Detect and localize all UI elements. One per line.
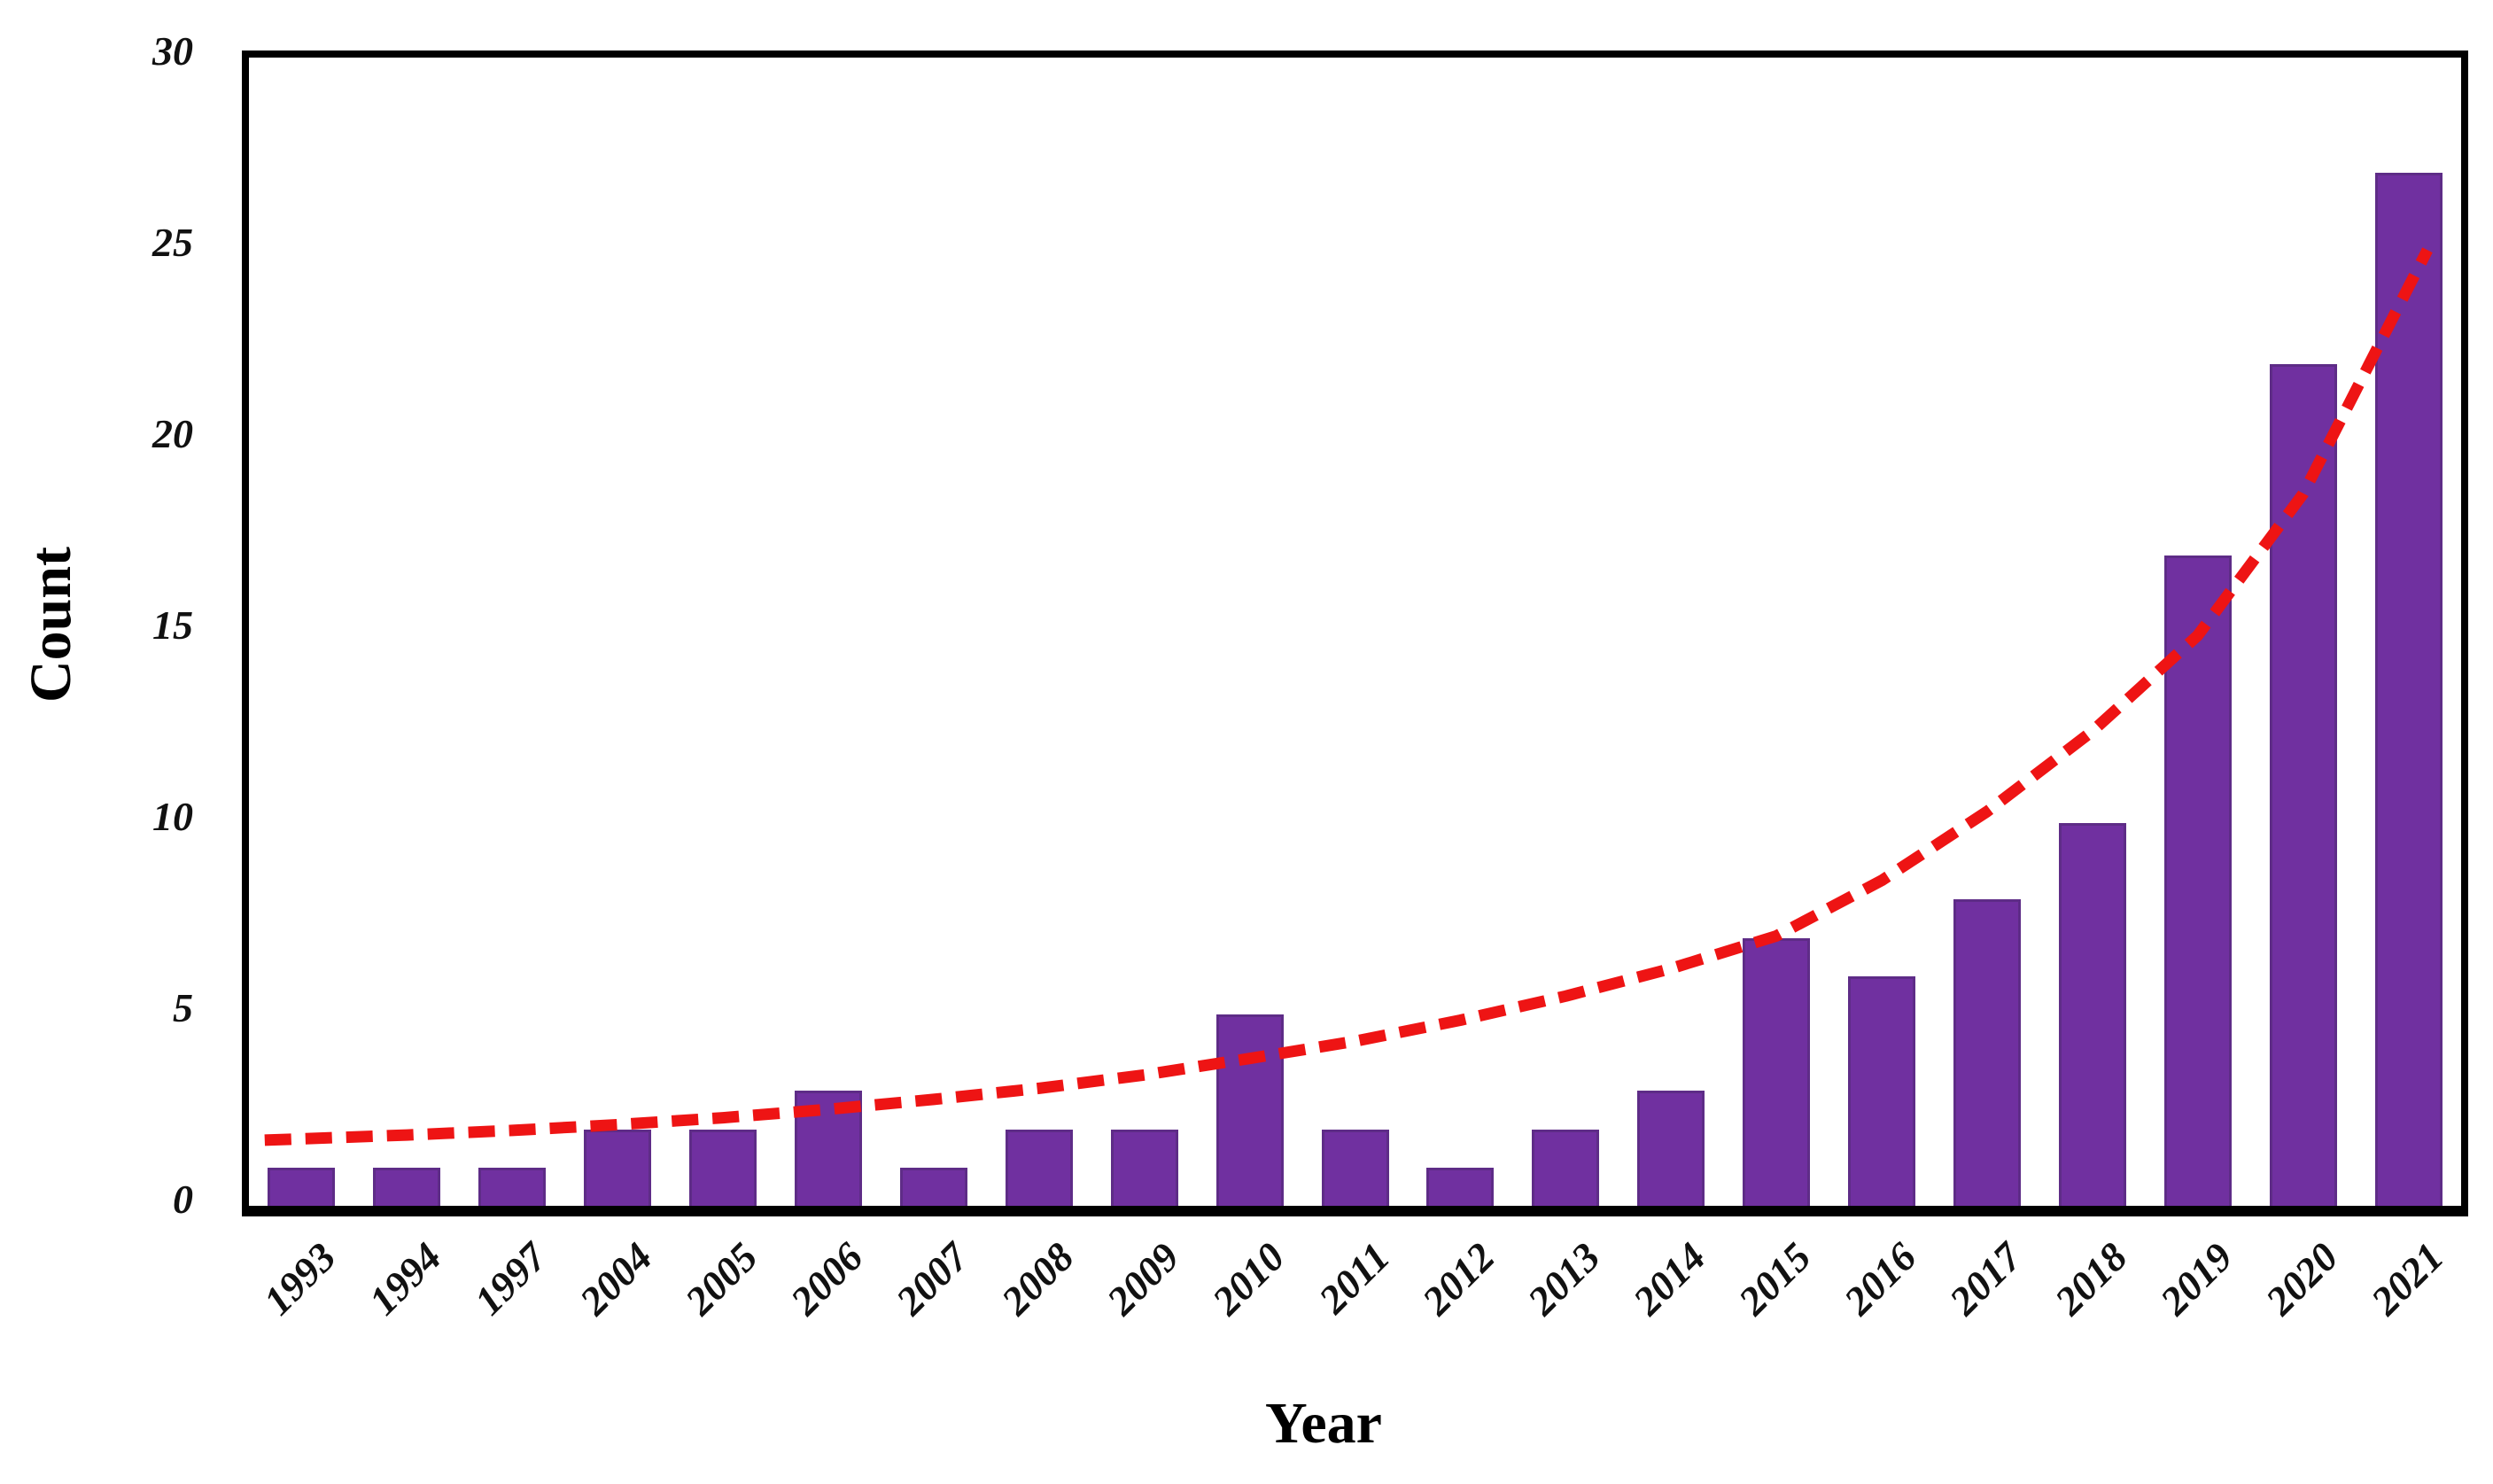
- bar-2006: [794, 1091, 862, 1206]
- x-tick-label-1993: 1993: [255, 1233, 346, 1324]
- x-tick-label-2012: 2012: [1414, 1233, 1504, 1324]
- x-tick-label-2018: 2018: [2046, 1233, 2136, 1324]
- bar-2021: [2374, 172, 2443, 1206]
- bar-2019: [2163, 555, 2232, 1206]
- x-tick-label-1994: 1994: [360, 1233, 451, 1324]
- x-tick-label-2009: 2009: [1098, 1233, 1188, 1324]
- bar-1993: [268, 1167, 336, 1206]
- x-tick-label-2004: 2004: [571, 1233, 661, 1324]
- x-tick-label-2015: 2015: [1729, 1233, 1820, 1324]
- x-axis-title: Year: [1265, 1391, 1382, 1456]
- x-tick-label-2005: 2005: [676, 1233, 766, 1324]
- x-tick-label-2013: 2013: [1518, 1233, 1610, 1324]
- bar-2010: [1215, 1014, 1284, 1206]
- x-tick-label-1997: 1997: [465, 1233, 556, 1324]
- y-tick-label-15: 15: [152, 602, 193, 648]
- bar-2020: [2269, 363, 2337, 1206]
- bar-2014: [1637, 1091, 1705, 1206]
- y-tick-label-10: 10: [152, 793, 193, 839]
- plot-area: [242, 51, 2468, 1216]
- bar-2007: [899, 1167, 967, 1206]
- bar-2012: [1426, 1167, 1495, 1206]
- x-tick-label-2010: 2010: [1203, 1233, 1293, 1324]
- bar-2011: [1321, 1129, 1389, 1206]
- bar-1997: [478, 1167, 547, 1206]
- bar-2017: [1953, 899, 2021, 1206]
- bar-2013: [1532, 1129, 1600, 1206]
- x-tick-label-2008: 2008: [992, 1233, 1083, 1324]
- y-tick-label-30: 30: [152, 27, 193, 74]
- x-tick-label-2006: 2006: [781, 1233, 872, 1324]
- bar-2015: [1743, 937, 1811, 1206]
- bar-2004: [584, 1129, 652, 1206]
- x-tick-label-2007: 2007: [887, 1233, 977, 1324]
- y-tick-label-20: 20: [152, 410, 193, 456]
- x-tick-label-2020: 2020: [2256, 1233, 2347, 1324]
- y-tick-label-5: 5: [173, 984, 193, 1030]
- x-tick-label-2016: 2016: [1835, 1233, 1925, 1324]
- bar-2008: [1005, 1129, 1073, 1206]
- x-tick-label-2014: 2014: [1624, 1233, 1714, 1324]
- bar-2018: [2058, 823, 2126, 1206]
- x-tick-label-2019: 2019: [2151, 1233, 2241, 1324]
- bar-2009: [1110, 1129, 1178, 1206]
- bar-2005: [689, 1129, 757, 1206]
- x-tick-label-2011: 2011: [1309, 1233, 1399, 1323]
- bar-2016: [1848, 975, 1916, 1206]
- y-tick-label-0: 0: [173, 1176, 193, 1222]
- x-tick-label-2017: 2017: [1940, 1233, 2031, 1324]
- x-tick-label-2021: 2021: [2362, 1233, 2452, 1324]
- bar-1994: [373, 1167, 441, 1206]
- y-tick-label-25: 25: [152, 219, 193, 265]
